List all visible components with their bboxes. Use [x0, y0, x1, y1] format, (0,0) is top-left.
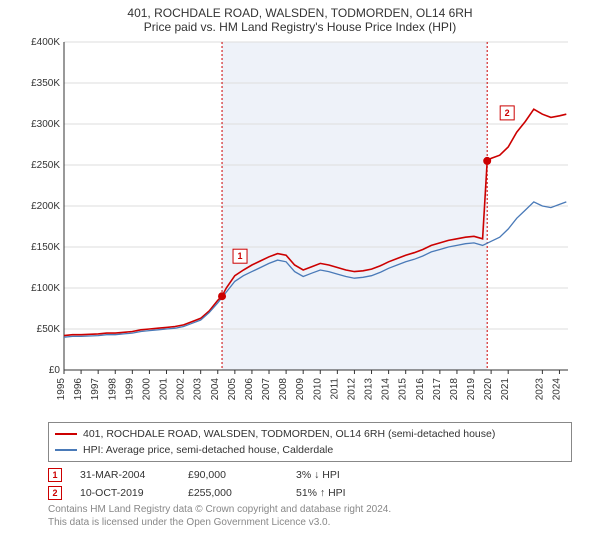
marker-row-1: 1 31-MAR-2004 £90,000 3% ↓ HPI	[48, 466, 572, 484]
legend-label-hpi: HPI: Average price, semi-detached house,…	[83, 444, 333, 456]
svg-text:2006: 2006	[244, 378, 255, 401]
svg-text:2009: 2009	[295, 378, 306, 401]
svg-text:2004: 2004	[210, 378, 221, 401]
legend-label-subject: 401, ROCHDALE ROAD, WALSDEN, TODMORDEN, …	[83, 428, 495, 440]
marker-price-1: £90,000	[188, 469, 278, 481]
title-line-2: Price paid vs. HM Land Registry's House …	[10, 20, 590, 34]
legend-swatch-subject	[55, 433, 77, 435]
marker-rows: 1 31-MAR-2004 £90,000 3% ↓ HPI 2 10-OCT-…	[48, 466, 572, 502]
svg-text:2013: 2013	[364, 378, 375, 401]
marker-row-2: 2 10-OCT-2019 £255,000 51% ↑ HPI	[48, 484, 572, 502]
svg-text:£50K: £50K	[37, 324, 61, 335]
legend-swatch-hpi	[55, 449, 77, 451]
svg-text:2010: 2010	[312, 378, 323, 401]
marker-date-1: 31-MAR-2004	[80, 469, 170, 481]
marker-date-2: 10-OCT-2019	[80, 487, 170, 499]
svg-text:2015: 2015	[398, 378, 409, 401]
marker-badge-2: 2	[48, 486, 62, 500]
svg-text:2005: 2005	[227, 378, 238, 401]
svg-text:1998: 1998	[107, 378, 118, 401]
svg-text:2002: 2002	[176, 378, 187, 401]
chart-title-block: 401, ROCHDALE ROAD, WALSDEN, TODMORDEN, …	[0, 0, 600, 36]
svg-text:2018: 2018	[449, 378, 460, 401]
svg-text:£100K: £100K	[31, 283, 60, 294]
svg-text:2016: 2016	[415, 378, 426, 401]
marker-price-2: £255,000	[188, 487, 278, 499]
legend-item-subject: 401, ROCHDALE ROAD, WALSDEN, TODMORDEN, …	[55, 426, 565, 442]
title-line-1: 401, ROCHDALE ROAD, WALSDEN, TODMORDEN, …	[10, 6, 590, 20]
svg-text:1997: 1997	[90, 378, 101, 401]
svg-text:£0: £0	[49, 365, 61, 376]
marker-badge-1: 1	[48, 468, 62, 482]
svg-text:1995: 1995	[56, 378, 67, 401]
svg-text:2023: 2023	[534, 378, 545, 401]
svg-text:2012: 2012	[346, 378, 357, 401]
svg-text:2000: 2000	[141, 378, 152, 401]
svg-text:2024: 2024	[551, 378, 562, 401]
svg-text:2003: 2003	[193, 378, 204, 401]
svg-text:2011: 2011	[329, 378, 340, 400]
svg-text:2021: 2021	[500, 378, 511, 401]
chart-area: £0 £50K £100K £150K £200K £250K £300K £350K £400…	[20, 36, 580, 416]
svg-text:2020: 2020	[483, 378, 494, 401]
marker-pct-2: 51% ↑ HPI	[296, 487, 386, 499]
attribution-line-1: Contains HM Land Registry data © Crown c…	[48, 504, 572, 517]
svg-text:1999: 1999	[124, 378, 135, 401]
svg-text:£150K: £150K	[31, 242, 60, 253]
marker-pct-1: 3% ↓ HPI	[296, 469, 386, 481]
legend-item-hpi: HPI: Average price, semi-detached house,…	[55, 442, 565, 458]
svg-text:1: 1	[238, 251, 243, 261]
svg-text:2007: 2007	[261, 378, 272, 401]
svg-text:2: 2	[505, 108, 510, 118]
svg-text:£400K: £400K	[31, 37, 60, 48]
svg-text:2001: 2001	[159, 378, 170, 401]
legend-box: 401, ROCHDALE ROAD, WALSDEN, TODMORDEN, …	[48, 422, 572, 462]
attribution-block: Contains HM Land Registry data © Crown c…	[48, 504, 572, 529]
svg-text:£300K: £300K	[31, 119, 60, 130]
svg-text:£250K: £250K	[31, 160, 60, 171]
svg-text:£350K: £350K	[31, 78, 60, 89]
attribution-line-2: This data is licensed under the Open Gov…	[48, 517, 572, 530]
svg-text:1996: 1996	[73, 378, 84, 401]
chart-svg: £0 £50K £100K £150K £200K £250K £300K £350K £400…	[20, 36, 580, 416]
svg-text:2008: 2008	[278, 378, 289, 401]
svg-text:2014: 2014	[381, 378, 392, 401]
svg-text:2019: 2019	[466, 378, 477, 401]
svg-text:2017: 2017	[432, 378, 443, 401]
svg-text:£200K: £200K	[31, 201, 60, 212]
